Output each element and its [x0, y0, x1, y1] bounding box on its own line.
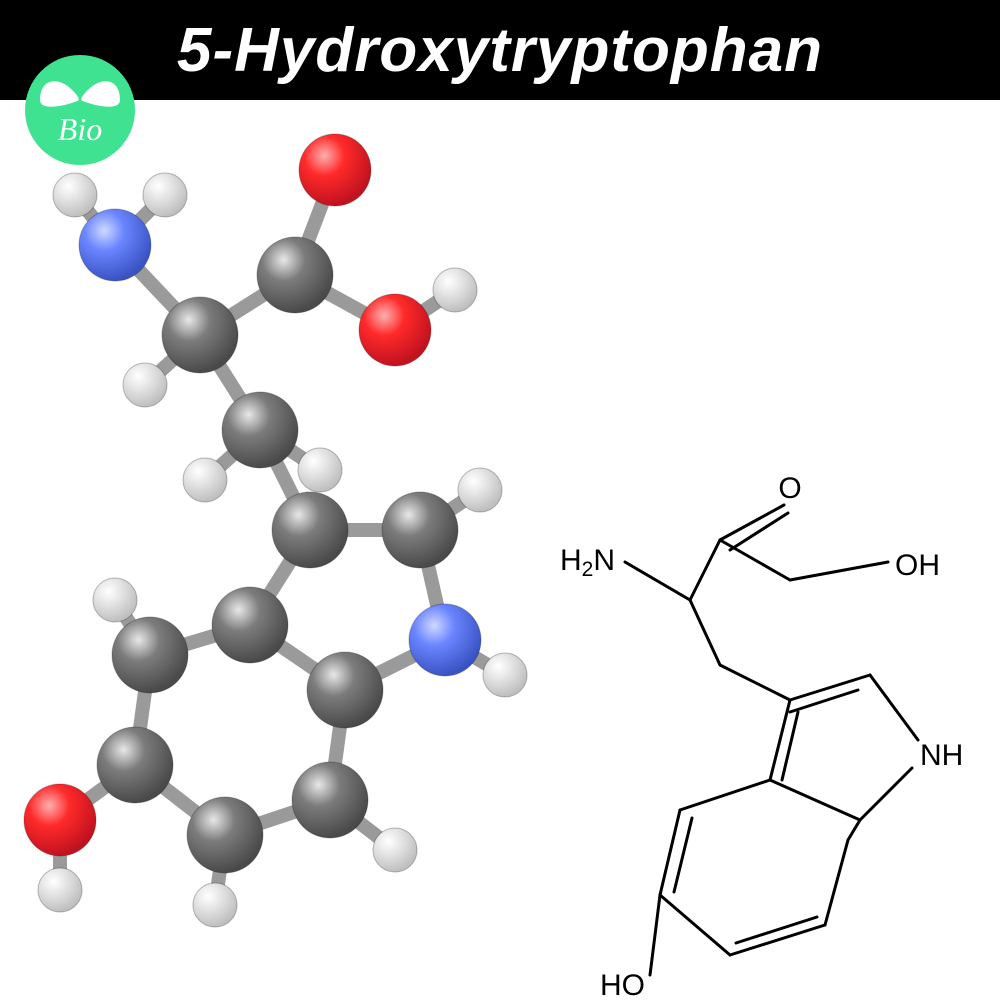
diagram-canvas: O H2N OH NH HO: [0, 100, 1000, 1000]
bond-2d: [860, 768, 912, 820]
bond-2d: [770, 700, 790, 780]
bond-2d: [790, 690, 858, 712]
bond-2d: [690, 600, 720, 665]
bond-2d: [650, 895, 660, 975]
bond-2d: [848, 820, 860, 840]
bond-2d: [770, 780, 860, 820]
bond-2d: [790, 562, 888, 580]
bond-2d: [660, 895, 730, 955]
bond-2d: [790, 675, 870, 700]
bond-2d: [720, 540, 790, 580]
bond-2d: [825, 840, 848, 925]
molecule-2d: O H2N OH NH HO: [0, 100, 1000, 1000]
header-bar: 5-Hydroxytryptophan: [0, 0, 1000, 100]
bond-2d: [720, 665, 790, 700]
bond-2d: [625, 562, 690, 600]
atom-label: O: [778, 472, 801, 505]
atom-label: HO: [600, 969, 645, 1000]
atom-label: OH: [895, 549, 940, 582]
bond-2d: [690, 540, 720, 600]
bond-2d: [870, 675, 918, 740]
atom-label: H2N: [560, 544, 615, 581]
bond-2d: [680, 780, 770, 810]
page-title: 5-Hydroxytryptophan: [177, 15, 823, 86]
atom-label: NH: [920, 739, 963, 772]
